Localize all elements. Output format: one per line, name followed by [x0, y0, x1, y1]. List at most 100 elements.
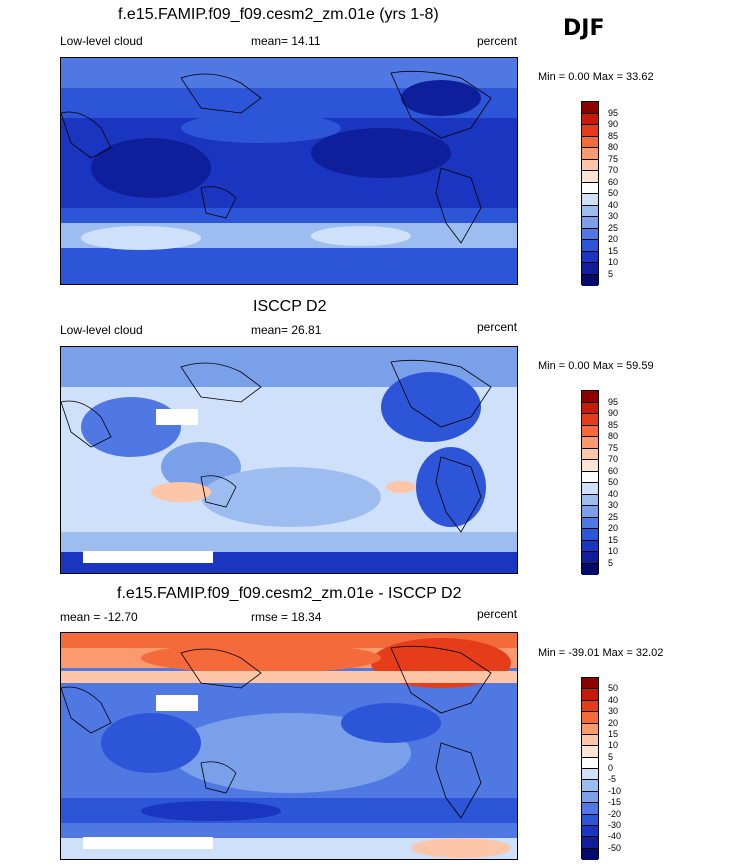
colorbar-swatch: [582, 425, 598, 437]
colorbar-tick-label: 15: [608, 728, 619, 739]
colorbar-swatch: [582, 757, 598, 769]
panel2-units-label: percent: [477, 320, 518, 334]
colorbar-swatch: [582, 113, 598, 125]
colorbar-tick-label: 30: [608, 500, 619, 510]
colorbar-swatch: [582, 217, 598, 229]
colorbar-swatch: [582, 205, 598, 217]
colorbar-tick-label: 10: [608, 546, 619, 556]
colorbar-swatch: [582, 228, 598, 240]
season-label: DJF: [563, 16, 605, 41]
colorbar-swatch: [582, 102, 598, 114]
colorbar-swatch: [582, 171, 598, 183]
colorbar-swatch: [582, 506, 598, 518]
colorbar-swatch: [582, 414, 598, 426]
colorbar-tick-label: 10: [608, 257, 619, 267]
colorbar-tick-label: 50: [608, 477, 619, 487]
panel2-minmax: Min = 0.00 Max = 59.59: [538, 360, 654, 372]
colorbar-swatch: [582, 402, 598, 414]
panel1-map-field: [61, 58, 517, 284]
colorbar-tick-label: 85: [608, 130, 619, 141]
colorbar-tick-label: 40: [608, 199, 619, 210]
colorbar-swatch: [582, 791, 598, 804]
panel3-map-field: [61, 633, 517, 859]
panel2-colorbar: [581, 390, 599, 575]
colorbar-tick-label: -15: [608, 797, 622, 808]
colorbar-swatch: [582, 780, 598, 792]
colorbar-swatch: [582, 837, 598, 849]
panel2-mean-label: mean= 26.81: [251, 323, 322, 337]
colorbar-tick-label: 20: [608, 717, 619, 728]
colorbar-swatch: [582, 274, 598, 286]
panel1-variable-label: Low-level cloud: [60, 34, 143, 48]
colorbar-tick-label: 40: [608, 488, 619, 499]
panel3-map: [60, 632, 518, 860]
colorbar-swatch: [582, 494, 598, 506]
colorbar-swatch: [582, 391, 598, 403]
colorbar-tick-label: 50: [608, 683, 619, 694]
colorbar-swatch: [582, 182, 598, 194]
colorbar-swatch: [582, 552, 598, 564]
colorbar-swatch: [582, 769, 598, 781]
colorbar-swatch: [582, 148, 598, 160]
colorbar-tick-label: 50: [608, 188, 619, 198]
colorbar-tick-label: 85: [608, 419, 619, 430]
colorbar-swatch: [582, 125, 598, 137]
colorbar-tick-label: -40: [608, 831, 622, 842]
colorbar-tick-label: -20: [608, 808, 622, 819]
colorbar-tick-label: 60: [608, 465, 619, 476]
colorbar-tick-label: 25: [608, 222, 619, 233]
panel3-rmse-label: rmse = 18.34: [251, 610, 322, 624]
colorbar-tick-label: -30: [608, 819, 622, 830]
colorbar-swatch: [582, 136, 598, 148]
colorbar-swatch: [582, 689, 598, 701]
colorbar-tick-label: 25: [608, 511, 619, 522]
colorbar-swatch: [582, 803, 598, 815]
panel1-mean-label: mean= 14.11: [251, 34, 321, 48]
colorbar-tick-label: 90: [608, 408, 619, 418]
colorbar-tick-label: 20: [608, 234, 619, 244]
panel1-minmax: Min = 0.00 Max = 33.62: [538, 71, 654, 83]
colorbar-swatch: [582, 263, 598, 275]
colorbar-tick-label: 20: [608, 523, 619, 533]
panel1-map: [60, 57, 518, 285]
colorbar-swatch: [582, 194, 598, 206]
colorbar-tick-label: 70: [608, 165, 619, 175]
panel3-title: f.e15.FAMIP.f09_f09.cesm2_zm.01e - ISCCP…: [117, 585, 462, 602]
colorbar-swatch: [582, 437, 598, 449]
colorbar-tick-label: 5: [608, 751, 614, 762]
colorbar-tick-label: 10: [608, 740, 619, 751]
colorbar-tick-label: 5: [608, 268, 614, 279]
colorbar-swatch: [582, 746, 598, 758]
colorbar-tick-label: 95: [608, 396, 619, 407]
colorbar-tick-label: 15: [608, 534, 619, 545]
colorbar-tick-label: 75: [608, 442, 619, 453]
panel1-title: f.e15.FAMIP.f09_f09.cesm2_zm.01e (yrs 1-…: [118, 6, 439, 23]
colorbar-tick-label: -5: [608, 774, 617, 785]
colorbar-swatch: [582, 678, 598, 690]
panel2-map-field: [61, 347, 517, 573]
panel3-mean-label: mean = -12.70: [60, 610, 138, 624]
colorbar-swatch: [582, 563, 598, 575]
colorbar-swatch: [582, 723, 598, 735]
colorbar-tick-label: 60: [608, 176, 619, 187]
colorbar-swatch: [582, 517, 598, 529]
colorbar-swatch: [582, 251, 598, 263]
colorbar-swatch: [582, 814, 598, 826]
panel1-units-label: percent: [477, 34, 518, 48]
colorbar-swatch: [582, 540, 598, 552]
colorbar-swatch: [582, 460, 598, 472]
panel3-units-label: percent: [477, 607, 518, 621]
colorbar-swatch: [582, 529, 598, 541]
panel3-colorbar: [581, 677, 599, 860]
colorbar-tick-label: 75: [608, 153, 619, 164]
colorbar-tick-label: -50: [608, 842, 622, 853]
panel3-minmax: Min = -39.01 Max = 32.02: [538, 647, 664, 659]
colorbar-swatch: [582, 848, 598, 860]
colorbar-swatch: [582, 471, 598, 483]
colorbar-swatch: [582, 240, 598, 252]
colorbar-swatch: [582, 448, 598, 460]
colorbar-tick-label: 0: [608, 763, 614, 773]
panel1-colorbar: [581, 101, 599, 286]
colorbar-swatch: [582, 483, 598, 495]
colorbar-tick-label: 80: [608, 431, 619, 441]
